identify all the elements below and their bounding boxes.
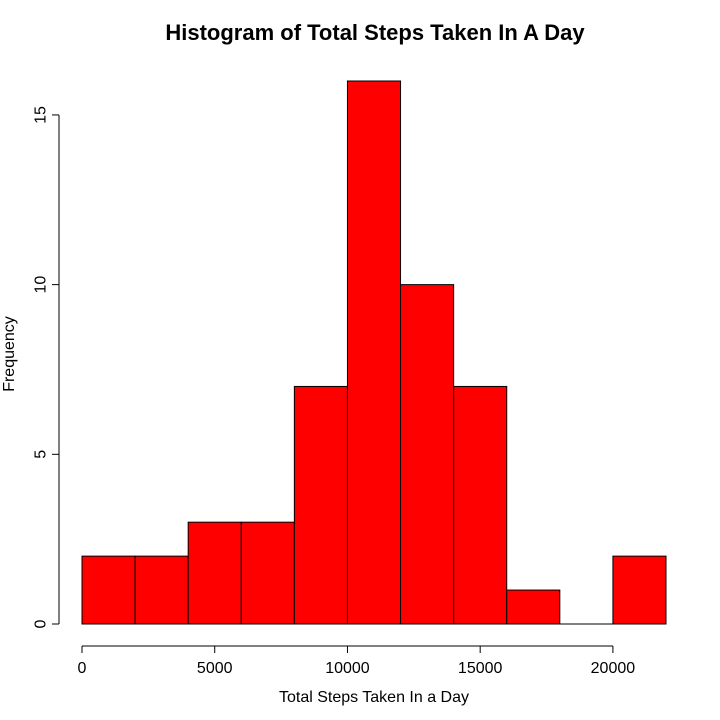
y-tick-label: 5	[33, 450, 50, 459]
x-tick-label: 10000	[325, 660, 370, 677]
histogram-bar	[400, 284, 455, 625]
y-tick-label: 15	[33, 106, 50, 124]
histogram-bar	[293, 385, 348, 625]
x-tick-label: 0	[78, 660, 87, 677]
y-axis: 0 5 10 15	[33, 106, 60, 628]
histogram-bar	[81, 555, 136, 625]
x-axis-label: Total Steps Taken In a Day	[279, 689, 469, 706]
chart-title: Histogram of Total Steps Taken In A Day	[165, 20, 585, 45]
histogram-bar	[187, 521, 242, 625]
histogram-bar	[612, 555, 667, 625]
x-axis: 0 5000 10000 15000 20000	[78, 645, 636, 677]
y-tick-label: 10	[33, 276, 50, 294]
histogram-bar	[453, 385, 508, 625]
x-tick-label: 5000	[197, 660, 233, 677]
y-axis-label: Frequency	[1, 316, 18, 392]
histogram-bar	[134, 555, 189, 625]
x-tick-label: 20000	[591, 660, 636, 677]
x-tick-label: 15000	[458, 660, 503, 677]
histogram-bar	[346, 80, 402, 625]
y-tick-label: 0	[33, 619, 50, 628]
histogram-bar	[240, 521, 295, 625]
bars-group	[81, 80, 667, 625]
histogram-bar	[506, 589, 561, 625]
